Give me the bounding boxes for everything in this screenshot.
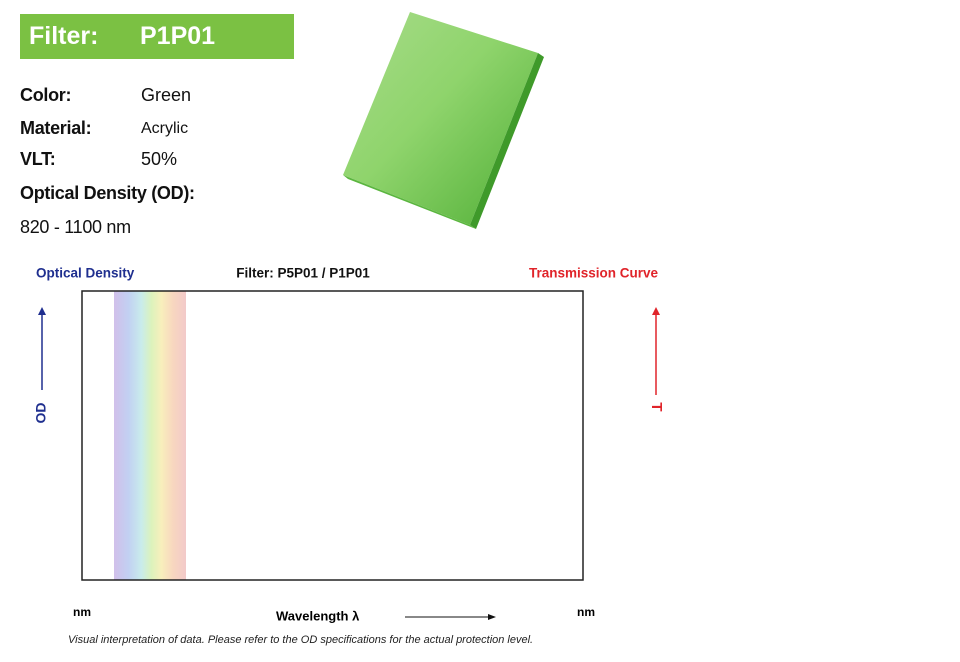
title-value: P1P01 [140, 22, 216, 50]
spec-value: 50% [141, 149, 178, 169]
visible-spectrum [114, 291, 186, 580]
chart-title: Filter: P5P01 / P1P01 [236, 266, 370, 281]
y2-axis-label: T [648, 402, 665, 411]
chart: Optical Density Filter: P5P01 / P1P01 Tr… [33, 266, 665, 646]
right-axis-title: Transmission Curve [529, 266, 659, 281]
spec-value: 820 - 1100 nm [20, 217, 131, 237]
spec-label: Optical Density (OD): [20, 183, 195, 203]
title-banner: Filter: P1P01 [20, 14, 294, 59]
spec-label: Material: [20, 118, 92, 138]
x-axis-label: Wavelength λ [276, 608, 360, 623]
x-unit: nm [73, 605, 91, 619]
footnote: Visual interpretation of data. Please re… [68, 634, 533, 646]
left-axis-title: Optical Density [36, 266, 135, 281]
filter-image [343, 12, 544, 229]
title-label: Filter: [29, 22, 99, 50]
spec-value: Green [141, 85, 192, 105]
spec-label: Color: [20, 85, 72, 105]
plot-frame [81, 290, 584, 581]
y-axis-label: OD [33, 403, 49, 424]
axis-arrow-head [488, 614, 496, 620]
axis-arrow-head [38, 307, 46, 315]
axis-arrow-head [652, 307, 660, 315]
spec-value: Acrylic [141, 120, 189, 137]
spec-label: VLT: [20, 149, 56, 169]
x-unit: nm [577, 605, 595, 619]
